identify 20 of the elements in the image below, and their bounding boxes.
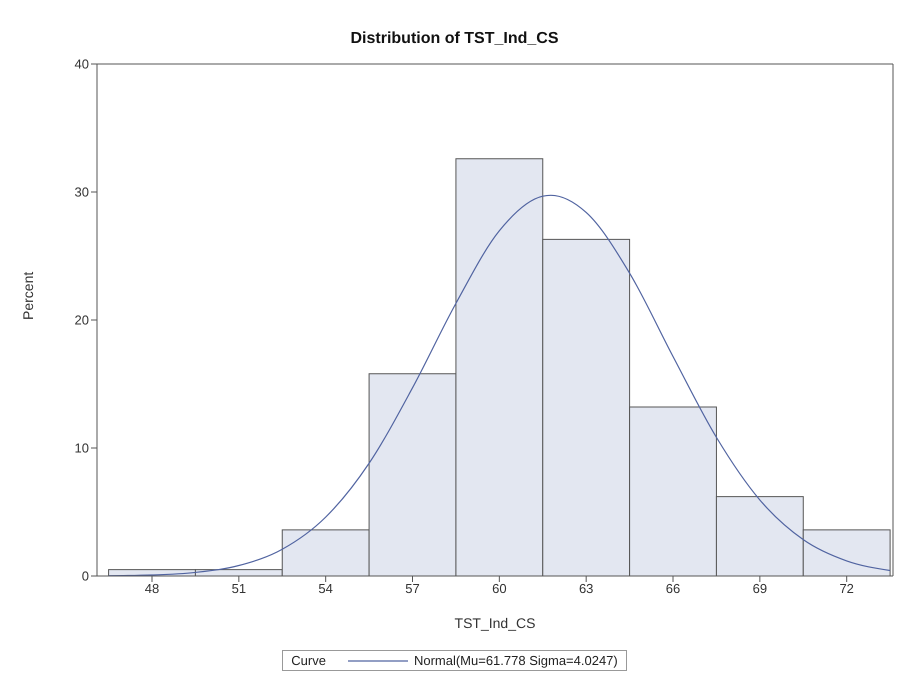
x-tick-label: 69: [752, 581, 768, 596]
x-axis-title: TST_Ind_CS: [454, 615, 536, 631]
legend-title: Curve: [291, 653, 326, 668]
x-tick-label: 54: [318, 581, 333, 596]
y-tick-label: 0: [82, 568, 89, 584]
x-tick-label: 72: [839, 581, 854, 596]
x-tick-label: 63: [578, 581, 594, 596]
x-tick-label: 48: [144, 581, 160, 596]
y-tick-label: 30: [74, 184, 89, 200]
line-series: [108, 194, 891, 576]
x-tick-label: 66: [666, 581, 680, 596]
y-tick-label: 10: [74, 440, 89, 456]
chart-title: Distribution of TST_Ind_CS: [350, 29, 560, 49]
x-tick-label: 60: [492, 581, 507, 596]
y-axis-title: Percent: [20, 272, 36, 320]
y-tick-label: 40: [74, 56, 89, 72]
x-tick-label: 57: [405, 581, 420, 596]
y-tick-label: 20: [74, 312, 89, 328]
x-tick-label: 51: [232, 581, 246, 596]
legend-label: Normal(Mu=61.778 Sigma=4.0247): [414, 653, 618, 668]
